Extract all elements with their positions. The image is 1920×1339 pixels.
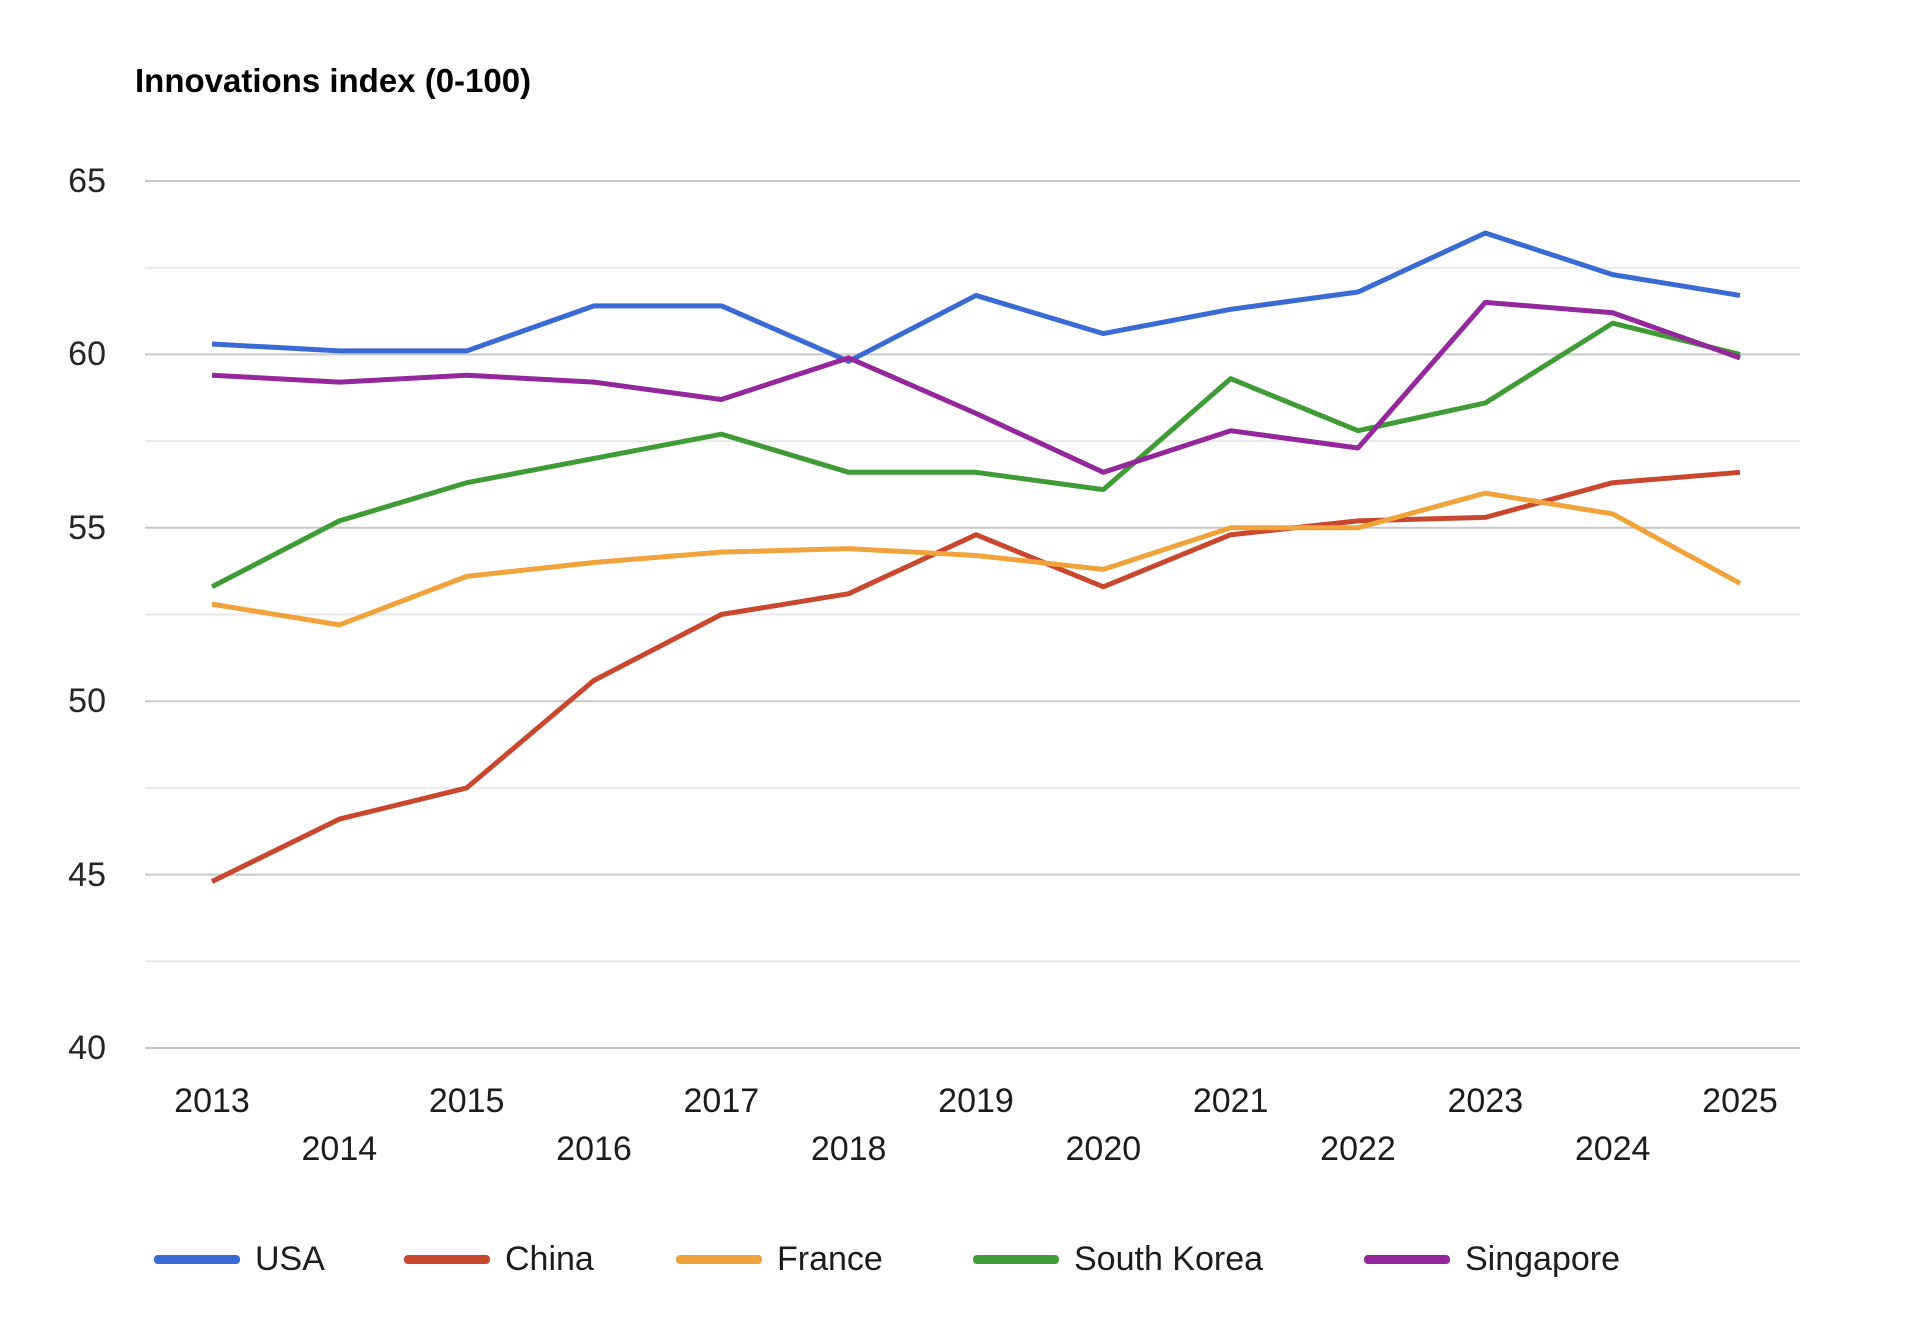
legend-label: South Korea (1074, 1239, 1264, 1278)
legend-swatch (973, 1254, 1059, 1264)
series-line-singapore (211, 299, 1741, 475)
series-line-france (211, 490, 1742, 628)
x-tick-label: 2021 (1192, 1082, 1269, 1120)
series-line-china (210, 469, 1741, 884)
legend-item-france: France (676, 1238, 883, 1280)
legend-label: China (505, 1239, 594, 1278)
x-tick-label: 2014 (301, 1130, 378, 1168)
x-tick-label: 2019 (938, 1082, 1014, 1120)
series-line-south-korea (210, 320, 1741, 589)
legend-item-singapore: Singapore (1364, 1238, 1620, 1280)
x-tick-label: 2015 (428, 1082, 505, 1120)
y-tick-label: 65 (68, 162, 106, 200)
legend-item-china: China (404, 1238, 594, 1280)
x-tick-label: 2016 (556, 1130, 632, 1168)
y-tick-label: 60 (68, 335, 106, 374)
legend-label: Singapore (1465, 1239, 1621, 1278)
x-tick-label: 2025 (1702, 1082, 1778, 1120)
legend-swatch (676, 1254, 762, 1264)
legend-swatch (154, 1254, 240, 1264)
x-tick-label: 2018 (810, 1130, 887, 1168)
legend-swatch (1364, 1254, 1450, 1264)
y-tick-label: 55 (68, 508, 106, 547)
legend-label: USA (255, 1239, 325, 1278)
series-line-usa (211, 230, 1741, 364)
y-tick-label: 50 (68, 682, 106, 721)
legend-swatch (404, 1254, 490, 1264)
x-tick-label: 2020 (1065, 1130, 1142, 1168)
legend-item-usa: USA (154, 1238, 325, 1280)
chart-title: Innovations index (0-100) (135, 62, 532, 99)
x-tick-label: 2024 (1574, 1130, 1651, 1168)
x-tick-label: 2023 (1447, 1082, 1524, 1120)
x-tick-label: 2022 (1320, 1130, 1396, 1168)
legend-item-south-korea: South Korea (973, 1238, 1263, 1280)
y-tick-label: 45 (68, 855, 106, 894)
x-tick-label: 2013 (174, 1082, 250, 1120)
x-tick-label: 2017 (683, 1082, 760, 1120)
y-tick-label: 40 (68, 1029, 106, 1067)
legend-label: France (777, 1239, 883, 1278)
